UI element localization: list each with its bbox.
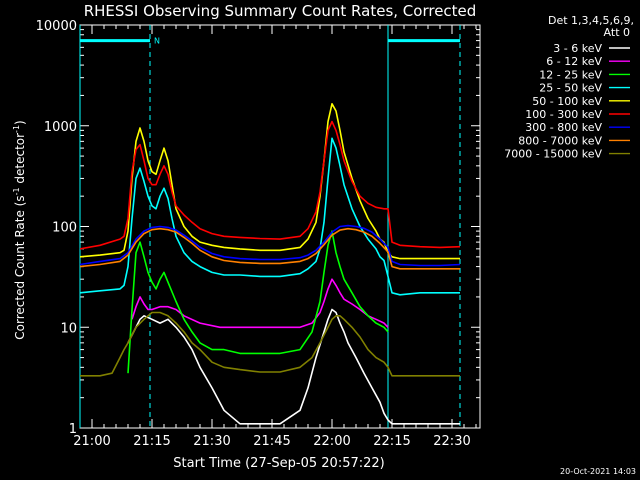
legend-label-6: 300 - 800 keV xyxy=(525,121,602,134)
series-line-6 xyxy=(79,224,461,267)
y-tick-label: 100 xyxy=(52,221,77,236)
x-tick-label: 21:30 xyxy=(193,434,230,449)
legend-header-line-1: Det 1,3,4,5,6,9, xyxy=(548,14,634,27)
series-line-1 xyxy=(131,278,389,329)
x-tick-label: 22:30 xyxy=(433,434,470,449)
legend-label-8: 7000 - 15000 keV xyxy=(504,148,602,161)
legend-label-3: 25 - 50 keV xyxy=(539,82,602,95)
series-line-2 xyxy=(127,230,389,374)
legend-label-5: 100 - 300 keV xyxy=(525,108,602,121)
series-line-0 xyxy=(127,308,460,425)
series-line-5 xyxy=(79,120,461,250)
legend-header-line-2: Att 0 xyxy=(604,26,630,39)
x-tick-label: 21:45 xyxy=(253,434,290,449)
timestamp-stamp: 20-Oct-2021 14:03 xyxy=(560,467,636,476)
x-axis-label: Start Time (27-Sep-05 20:57:22) xyxy=(173,456,384,471)
y-tick-label: 1000 xyxy=(44,120,77,135)
y-tick-label: 1 xyxy=(69,422,77,437)
y-axis-label: Corrected Count Rate (s-1 detector-1) xyxy=(12,120,27,339)
series-line-8 xyxy=(80,311,460,377)
x-tick-label: 22:15 xyxy=(373,434,410,449)
x-tick-label: 21:15 xyxy=(133,434,170,449)
chart-title: RHESSI Observing Summary Count Rates, Co… xyxy=(84,2,477,20)
legend-label-2: 12 - 25 keV xyxy=(539,68,602,81)
series-line-3 xyxy=(79,137,460,296)
x-tick-label: 22:00 xyxy=(313,434,350,449)
legend-label-0: 3 - 6 keV xyxy=(553,42,602,55)
series-line-4 xyxy=(79,103,460,260)
plot-frame xyxy=(79,24,481,429)
legend-label-1: 6 - 12 keV xyxy=(546,55,602,68)
y-tick-label: 10 xyxy=(60,321,77,336)
x-tick-label: 21:00 xyxy=(73,434,110,449)
legend-label-7: 800 - 7000 keV xyxy=(518,134,602,147)
y-tick-label: 10000 xyxy=(36,19,77,34)
plot-area: 1 10 100 1000 10000 21:00 21:15 21:30 21:45 22:00… xyxy=(36,19,481,449)
flag-label: N xyxy=(154,37,160,46)
series-line-7 xyxy=(79,227,460,270)
legend-label-4: 50 - 100 keV xyxy=(532,95,602,108)
